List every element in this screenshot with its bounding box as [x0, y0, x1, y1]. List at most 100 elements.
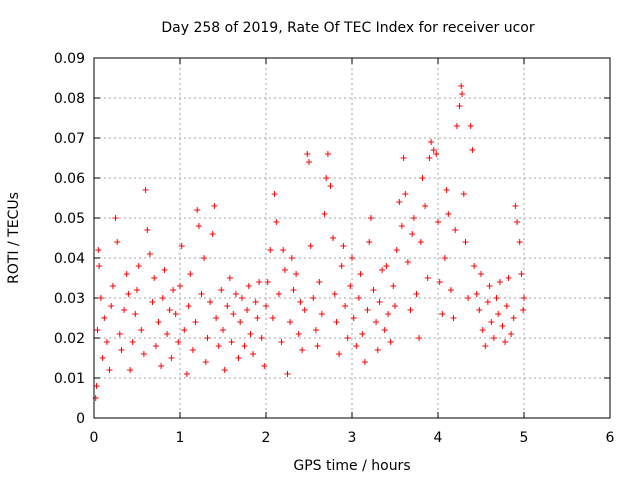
data-point	[127, 367, 134, 373]
data-point	[201, 255, 208, 261]
data-point	[460, 191, 467, 197]
data-point	[443, 187, 450, 193]
data-point	[263, 303, 269, 309]
plot-frame	[93, 57, 611, 419]
data-point	[338, 263, 345, 269]
data-point	[93, 383, 100, 389]
data-point	[269, 315, 276, 321]
data-point	[416, 335, 423, 341]
data-point	[278, 339, 285, 345]
data-point	[404, 259, 411, 265]
data-point	[490, 335, 497, 341]
data-point	[367, 215, 374, 221]
data-point	[108, 303, 115, 309]
data-point	[194, 207, 201, 213]
data-point	[140, 351, 147, 357]
data-point	[96, 263, 103, 269]
data-point	[202, 359, 209, 365]
x-tick-label: 3	[348, 430, 357, 446]
data-point	[284, 371, 291, 377]
data-point	[164, 331, 171, 337]
data-point	[177, 283, 183, 289]
data-point	[232, 291, 239, 297]
data-point	[413, 291, 420, 297]
data-point	[170, 287, 177, 293]
data-point	[476, 307, 483, 313]
data-point	[101, 315, 108, 321]
data-point	[244, 307, 251, 313]
data-point	[94, 327, 101, 333]
data-point	[235, 355, 242, 361]
data-point	[327, 183, 334, 189]
data-point	[359, 331, 366, 337]
data-point	[166, 307, 173, 313]
data-point	[342, 303, 349, 309]
data-point	[109, 283, 116, 289]
data-point	[168, 355, 175, 361]
data-point	[226, 275, 233, 281]
data-point	[237, 319, 244, 325]
data-point	[393, 247, 400, 253]
data-point	[161, 267, 168, 273]
x-tick-label: 1	[176, 430, 185, 446]
data-point	[149, 299, 156, 305]
data-point	[398, 223, 405, 229]
data-point	[250, 351, 257, 357]
data-point	[486, 283, 493, 289]
data-point	[159, 295, 166, 301]
y-tick-label: 0.08	[54, 91, 85, 107]
data-point	[510, 315, 517, 321]
data-point	[271, 191, 278, 197]
data-point	[306, 159, 312, 165]
data-point	[407, 307, 414, 313]
data-point	[433, 151, 440, 157]
data-point	[95, 247, 102, 253]
data-point	[402, 191, 409, 197]
data-point	[370, 287, 377, 293]
data-point	[379, 267, 386, 273]
data-point	[435, 219, 441, 225]
y-tick-label: 0.05	[54, 211, 85, 227]
data-point	[333, 319, 340, 325]
data-point	[496, 279, 503, 285]
data-point	[502, 339, 509, 345]
data-point	[112, 215, 119, 221]
data-point	[439, 311, 446, 317]
data-point	[138, 327, 145, 333]
data-point	[247, 331, 254, 337]
data-point	[224, 303, 231, 309]
data-point	[316, 279, 323, 285]
data-point	[336, 351, 343, 357]
data-point	[158, 363, 165, 369]
data-point	[261, 363, 268, 369]
data-point	[254, 315, 261, 321]
data-point	[459, 91, 466, 97]
data-point	[450, 315, 457, 321]
data-point	[376, 299, 383, 305]
data-point	[211, 203, 218, 209]
data-point	[314, 343, 321, 349]
data-point	[516, 239, 523, 245]
data-point	[230, 311, 237, 317]
data-point	[125, 291, 132, 297]
data-point	[364, 307, 371, 313]
data-point	[172, 311, 179, 317]
data-point	[185, 303, 192, 309]
data-point	[290, 287, 297, 293]
data-point	[281, 267, 288, 273]
data-point	[118, 347, 125, 353]
data-point	[441, 255, 448, 261]
data-point	[478, 271, 484, 277]
data-point	[456, 103, 463, 109]
data-point	[482, 343, 489, 349]
data-point	[97, 295, 104, 301]
data-point	[424, 275, 431, 281]
x-tick-label: 0	[90, 430, 99, 446]
data-point	[495, 311, 502, 317]
data-point	[220, 327, 226, 333]
data-point	[390, 283, 397, 289]
data-point	[301, 307, 308, 313]
data-point	[426, 155, 433, 161]
data-point	[258, 335, 265, 341]
data-point	[488, 319, 495, 325]
